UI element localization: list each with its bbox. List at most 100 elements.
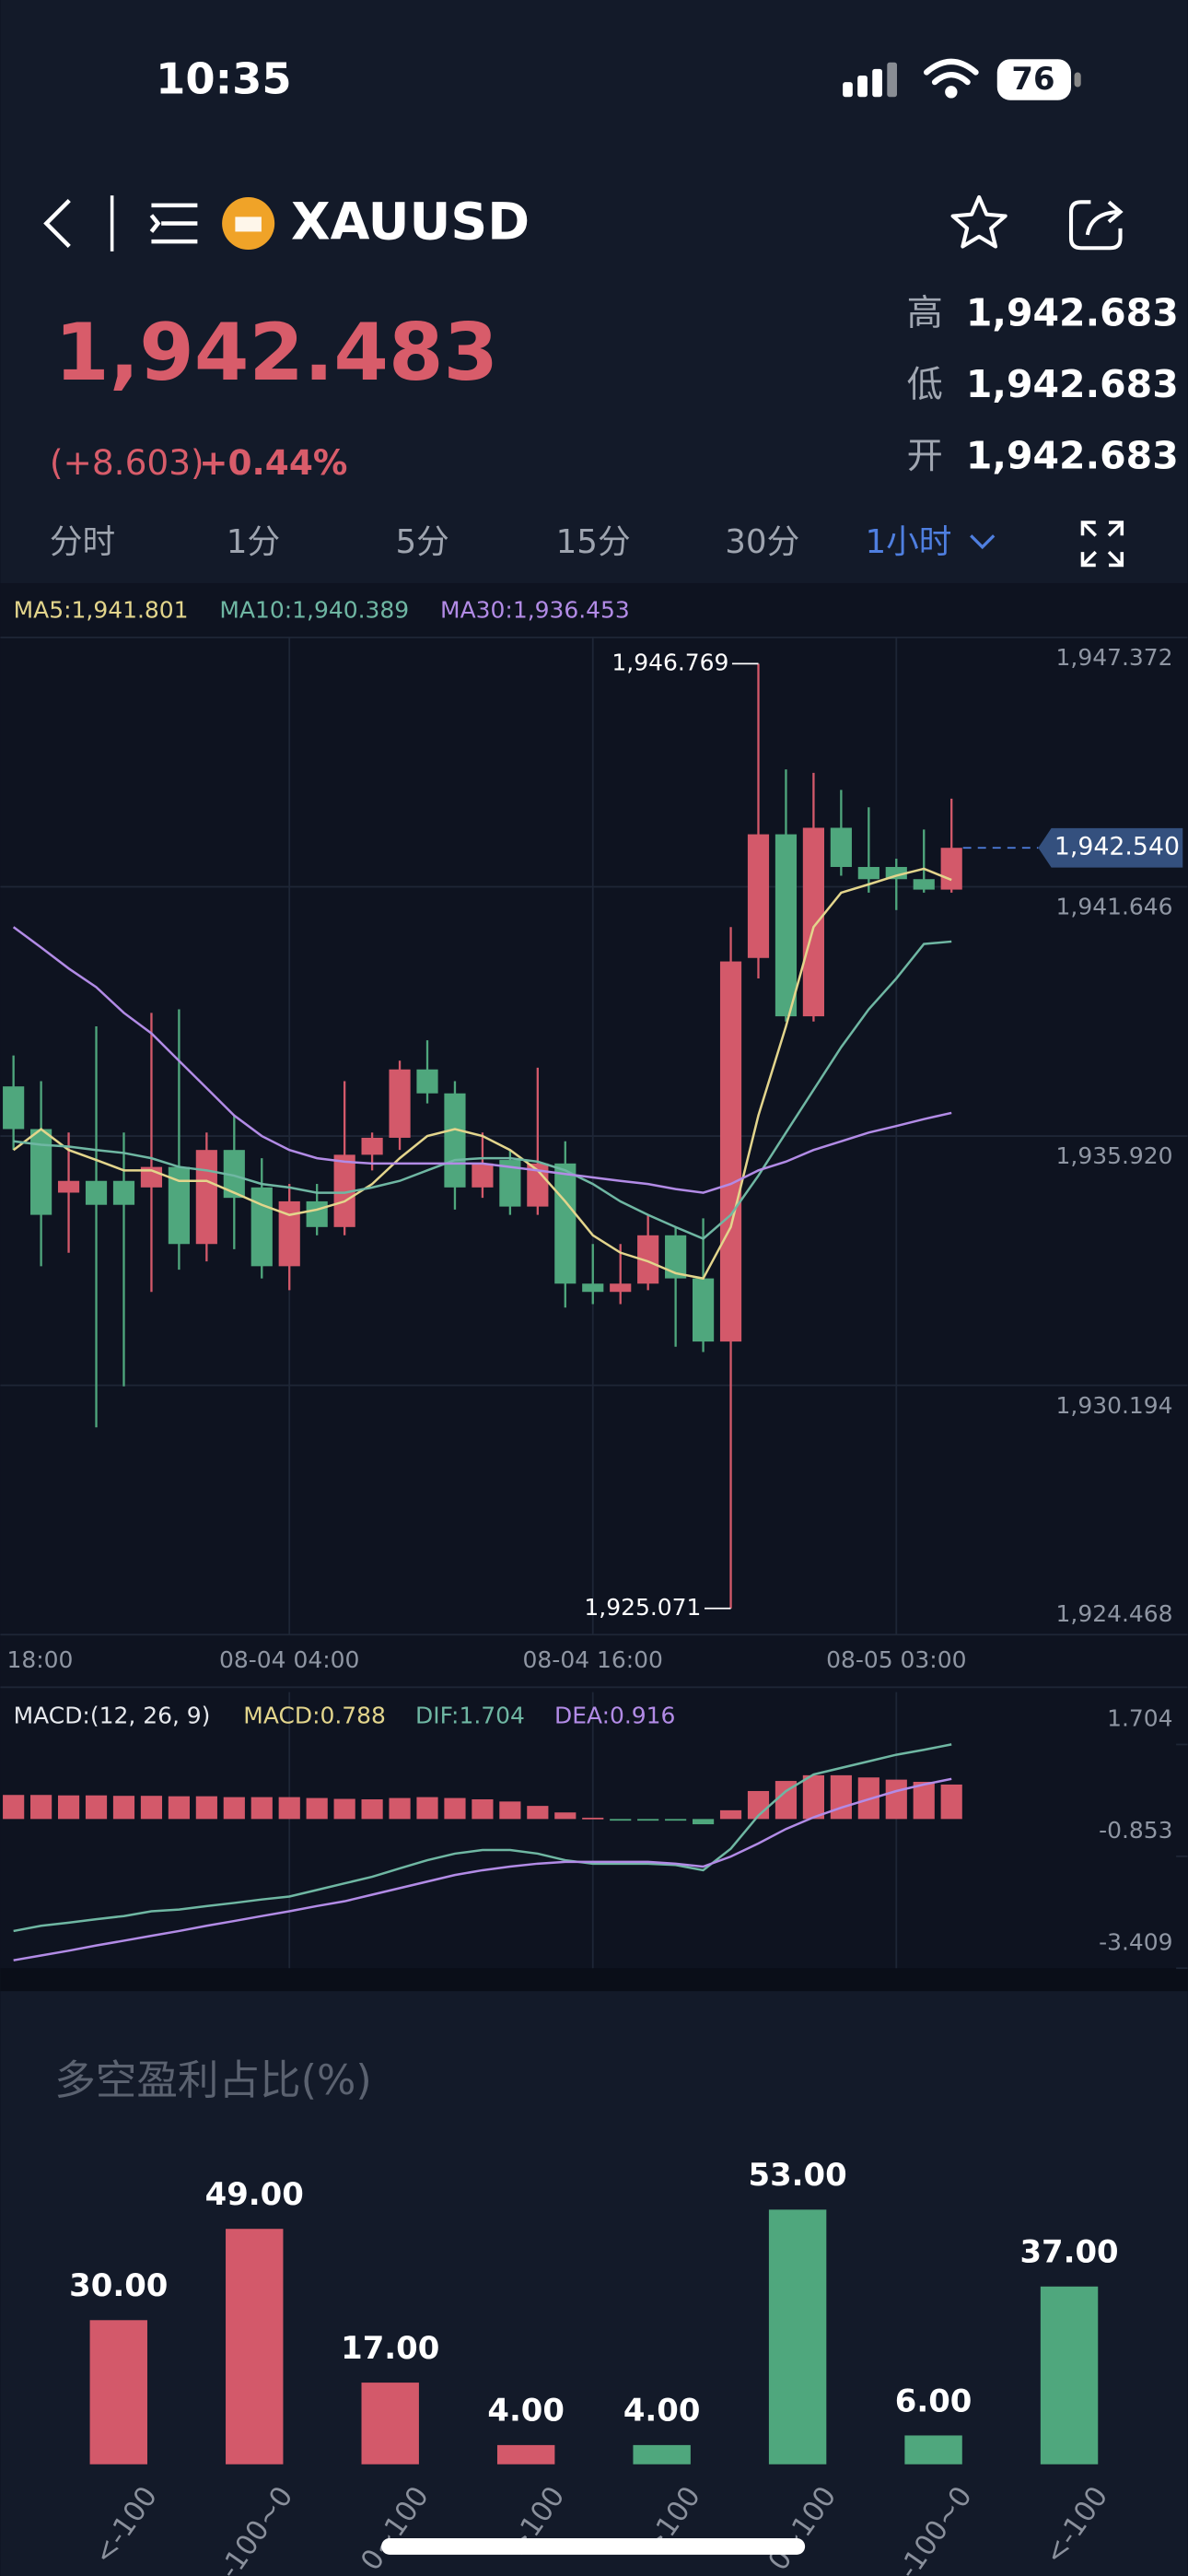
y-tick-label: 1,935.920 [1056,1142,1173,1169]
macd-bar [416,1797,438,1820]
ma-legend: MA30:1,936.453 [440,596,630,623]
candle-body [168,1166,190,1245]
y-tick-label: 1,930.194 [1056,1392,1173,1419]
ratio-bar [768,2209,827,2465]
stat-value: 1,942.683 [966,434,1179,478]
macd-bar [195,1796,217,1820]
candle-body [85,1180,108,1205]
share-button[interactable] [1068,200,1124,251]
back-button[interactable] [43,198,71,249]
candle-body [444,1093,466,1188]
y-tick-label: -0.853 [1099,1817,1172,1844]
macd-title: MACD:(12, 26, 9) [14,1702,211,1728]
macd-bar [830,1774,852,1820]
battery-icon [996,59,1072,100]
x-tick-label: 18:00 [7,1646,74,1673]
macd-bar [168,1796,190,1820]
macd-bar [913,1781,935,1820]
macd-bar [610,1819,632,1821]
macd-legend: MACD:0.788 [243,1702,386,1728]
macd-bar [223,1797,245,1820]
ma-legend: MA10:1,940.389 [219,596,409,623]
y-tick-label: 1,941.646 [1056,894,1173,920]
candle-body [361,1137,383,1155]
timeframe-tab[interactable]: 30分 [725,523,799,561]
price-change-percent: +0.44% [199,442,347,483]
price-tag: 1,942.540 [1054,833,1180,861]
header-bg [0,0,1188,584]
value-label: 6.00 [895,2383,973,2418]
candle-body [306,1200,328,1227]
macd-bar [885,1779,907,1820]
ratio-bar [1040,2286,1099,2465]
macd-bar [802,1774,824,1820]
chart-bg [0,583,1188,1972]
symbol: XAUUSD [291,193,530,252]
value-label: 37.00 [1019,2234,1118,2270]
timeframe-tab[interactable]: 1分 [227,523,280,561]
macd-bar [940,1784,962,1820]
value-label: 30.00 [69,2267,168,2303]
candle-body [719,961,742,1342]
macd-legend: DEA:0.916 [554,1702,675,1728]
timeframe-tab[interactable]: 1小时 [865,523,951,561]
macd-line [13,1777,952,1961]
macd-legend: DIF:1.704 [415,1702,525,1728]
signal-icon [843,62,897,98]
candle-body [885,867,907,880]
fullscreen-button[interactable] [1080,521,1124,568]
macd-bar [444,1797,466,1820]
candle-body [416,1069,438,1094]
macd-bar [582,1817,604,1820]
macd-bar [775,1781,798,1820]
stat-value: 1,942.683 [966,362,1179,406]
ratio-bar [226,2229,284,2465]
macd-bar [527,1806,549,1820]
y-tick-label: 1,947.372 [1056,644,1173,671]
macd-line [13,1743,952,1933]
timeframe-tab[interactable]: 5分 [395,523,448,561]
candle-body [527,1163,549,1207]
candle-body [775,834,798,1017]
candle-body [30,1129,52,1215]
macd-bar [3,1795,25,1820]
macd-bar [85,1795,108,1820]
macd-bar [112,1796,135,1820]
timeframe-tab[interactable]: 分时 [50,523,115,561]
status-time: 10:35 [156,54,292,104]
candle-body [554,1163,577,1284]
ratio-bg [0,1991,1188,2576]
extreme-annotation: 1,925.071 [584,1594,701,1621]
coin-bars [235,217,262,232]
ma-line [12,926,952,1194]
last-price: 1,942.483 [54,308,498,399]
list-button[interactable] [149,203,198,244]
candle-body [830,827,852,868]
battery-tip [1074,72,1081,88]
candle-body [802,827,824,1017]
candle-body [665,1235,687,1279]
stat-label: 低 [907,364,943,405]
home-indicator [381,2537,806,2555]
candle-body [3,1086,25,1130]
macd-bar [30,1795,52,1820]
ratio-bar [496,2444,555,2465]
timeframe-tab[interactable]: 15分 [556,523,631,561]
value-label: 4.00 [487,2393,565,2429]
favorite-button[interactable] [950,194,1007,249]
macd-bar [499,1801,521,1820]
stat-value: 1,942.683 [966,290,1179,334]
stat-label: 高 [907,293,943,334]
candle-body [913,879,935,890]
macd-bar [389,1797,411,1820]
wifi-icon [923,58,979,99]
ma-legend: MA5:1,941.801 [14,596,189,623]
price-tag-bg [1038,827,1183,868]
macd-bar [57,1795,80,1820]
candle-body [250,1187,273,1267]
ratio-bar [904,2435,962,2465]
candle-body [610,1283,632,1293]
candle-body [472,1163,494,1188]
